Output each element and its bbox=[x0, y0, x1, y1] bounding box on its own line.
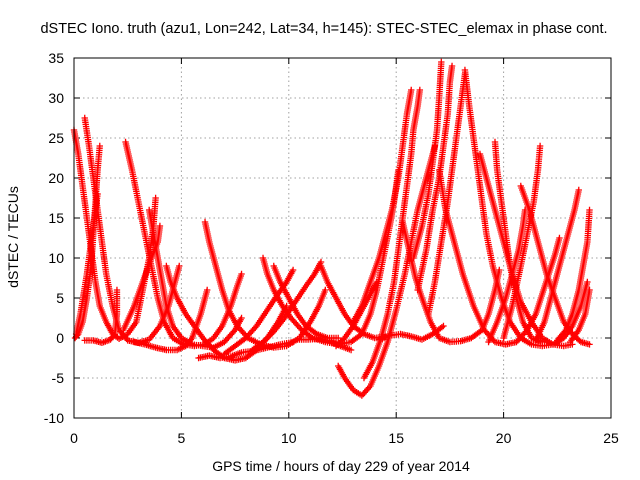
data-point-marker bbox=[335, 334, 342, 342]
series-arc-n bbox=[221, 266, 297, 358]
series-arc-h bbox=[120, 222, 164, 334]
data-point-marker bbox=[408, 86, 415, 94]
series-arc-g bbox=[145, 206, 245, 351]
data-point-marker bbox=[347, 346, 355, 354]
y-tick-label: 15 bbox=[48, 210, 64, 226]
series-arc-i bbox=[130, 286, 211, 354]
data-point-marker bbox=[94, 190, 101, 198]
y-axis-label: dSTEC / TECUs bbox=[5, 186, 21, 288]
y-tick-label: 10 bbox=[48, 250, 64, 266]
data-series bbox=[70, 58, 593, 399]
data-point-marker bbox=[416, 86, 424, 94]
y-tick-label: 5 bbox=[56, 290, 64, 306]
x-tick-label: 15 bbox=[388, 430, 404, 446]
y-tick-label: 35 bbox=[48, 50, 64, 66]
data-point-marker bbox=[176, 262, 183, 270]
y-tick-label: 0 bbox=[56, 330, 64, 346]
data-point-marker bbox=[71, 334, 79, 342]
x-axis-label: GPS time / hours of day 229 of year 2014 bbox=[212, 458, 470, 474]
x-tick-label: 0 bbox=[70, 430, 78, 446]
data-point-marker bbox=[373, 278, 381, 286]
y-tick-label: -10 bbox=[44, 410, 64, 426]
data-point-marker bbox=[238, 270, 245, 278]
data-point-marker bbox=[113, 286, 121, 294]
data-point-marker bbox=[156, 222, 164, 230]
y-tick-label: -5 bbox=[52, 370, 65, 386]
data-point-marker bbox=[152, 194, 159, 202]
y-tick-label: 25 bbox=[48, 130, 64, 146]
data-point-marker bbox=[438, 58, 445, 66]
series-arc-a bbox=[70, 126, 159, 342]
series-arc-p bbox=[195, 338, 297, 362]
data-point-marker bbox=[448, 62, 456, 70]
y-tick-label: 30 bbox=[48, 90, 64, 106]
series-arc-r bbox=[294, 335, 355, 354]
series-arc-x bbox=[410, 58, 445, 262]
data-point-marker bbox=[556, 234, 563, 242]
data-point-marker bbox=[496, 266, 503, 274]
series-arc-d bbox=[72, 190, 101, 338]
series-arc-u bbox=[360, 86, 424, 382]
series-arc-v bbox=[350, 86, 415, 326]
series-arc-ae bbox=[485, 206, 529, 346]
x-tick-label: 20 bbox=[496, 430, 512, 446]
series-arc-e bbox=[81, 286, 121, 346]
series-arc-o bbox=[249, 258, 325, 354]
data-point-marker bbox=[322, 286, 329, 294]
x-tick-label: 10 bbox=[281, 430, 297, 446]
x-tick-label: 25 bbox=[603, 430, 619, 446]
x-tick-label: 5 bbox=[178, 430, 186, 446]
data-point-marker bbox=[110, 332, 117, 339]
data-point-marker bbox=[539, 338, 546, 346]
data-point-marker bbox=[584, 278, 591, 286]
chart-title: dSTEC Iono. truth (azu1, Lon=242, Lat=34… bbox=[40, 21, 607, 37]
data-point-marker bbox=[203, 286, 211, 294]
y-tick-label: 20 bbox=[48, 170, 64, 186]
data-point-marker bbox=[289, 338, 297, 346]
data-point-marker bbox=[289, 266, 297, 274]
data-point-marker bbox=[238, 314, 245, 322]
